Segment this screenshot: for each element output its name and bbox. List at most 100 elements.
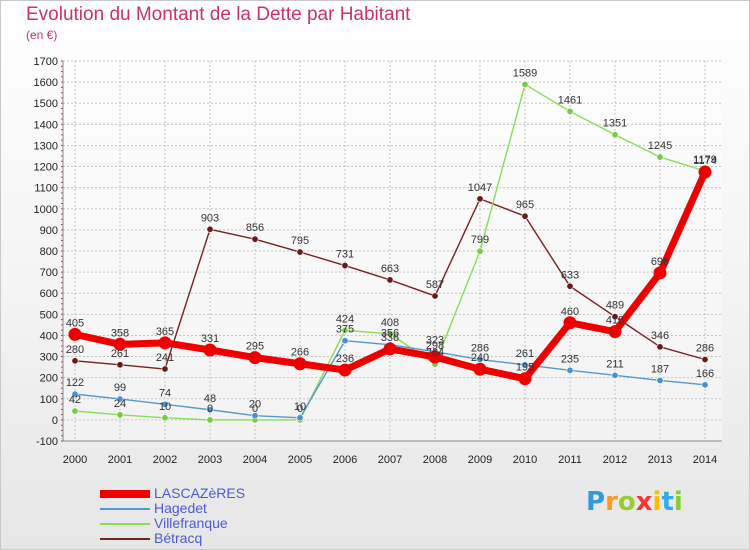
data-point-villefranque — [476, 247, 484, 255]
data-point-betracq — [521, 212, 529, 220]
data-point-betracq — [161, 365, 169, 373]
x-tick-label: 2009 — [468, 454, 492, 466]
data-point-hagedet — [296, 414, 304, 422]
data-point-villefranque — [161, 414, 169, 422]
data-point-villefranque — [206, 416, 214, 424]
data-label-betracq: 346 — [651, 330, 669, 342]
x-tick-label: 2003 — [198, 454, 222, 466]
data-label-hagedet: 286 — [471, 343, 489, 355]
data-label-betracq: 663 — [381, 263, 399, 275]
data-point-lascazeres — [338, 363, 352, 377]
data-label-villefranque: 264 — [426, 347, 444, 359]
legend-swatch — [100, 537, 150, 540]
x-tick-label: 2002 — [153, 454, 177, 466]
logo-letter: i — [652, 487, 662, 517]
y-tick-label: 1100 — [34, 183, 58, 195]
data-point-hagedet — [116, 395, 124, 403]
data-label-villefranque: 408 — [381, 317, 399, 329]
data-label-hagedet: 323 — [426, 335, 444, 347]
data-label-lascazeres: 1174 — [693, 155, 717, 167]
data-label-lascazeres: 236 — [336, 353, 354, 365]
data-point-lascazeres — [158, 336, 172, 350]
data-label-hagedet: 375 — [336, 324, 354, 336]
data-point-hagedet — [251, 412, 259, 420]
x-tick-label: 2007 — [378, 454, 402, 466]
data-point-lascazeres — [698, 165, 712, 179]
data-point-betracq — [296, 248, 304, 256]
data-label-villefranque: 10 — [159, 401, 171, 413]
data-point-lascazeres — [293, 357, 307, 371]
data-point-hagedet — [206, 406, 214, 414]
data-point-villefranque — [116, 411, 124, 419]
x-tick-label: 2012 — [603, 454, 627, 466]
data-point-hagedet — [161, 400, 169, 408]
data-point-betracq — [701, 356, 709, 364]
x-tick-label: 2008 — [423, 454, 447, 466]
x-tick-label: 2005 — [288, 454, 312, 466]
data-point-betracq — [476, 195, 484, 203]
y-tick-label: 1000 — [34, 204, 58, 216]
legend-swatch — [100, 522, 150, 525]
data-label-hagedet: 10 — [294, 401, 306, 413]
x-tick-label: 2011 — [558, 454, 582, 466]
legend-label: Bétracq — [154, 530, 203, 546]
data-point-lascazeres — [473, 362, 487, 376]
data-label-hagedet: 48 — [204, 393, 216, 405]
data-point-betracq — [431, 292, 439, 300]
data-label-hagedet: 122 — [66, 377, 84, 389]
data-point-lascazeres — [248, 351, 262, 365]
legend-item-betracq: Bétracq — [100, 531, 245, 546]
y-tick-label: 200 — [40, 373, 58, 385]
data-point-betracq — [386, 276, 394, 284]
data-label-betracq: 795 — [291, 235, 309, 247]
data-point-betracq — [206, 225, 214, 233]
data-label-villefranque: 0 — [252, 403, 258, 415]
x-tick-label: 2006 — [333, 454, 357, 466]
y-tick-label: 1700 — [34, 56, 58, 68]
data-label-betracq: 903 — [201, 212, 219, 224]
data-label-betracq: 587 — [426, 279, 444, 291]
data-label-hagedet: 211 — [606, 358, 624, 370]
y-tick-label: -100 — [36, 436, 58, 448]
data-point-lascazeres — [518, 372, 532, 386]
data-label-villefranque: 24 — [114, 398, 126, 410]
data-point-betracq — [611, 313, 619, 321]
data-point-villefranque — [611, 131, 619, 139]
data-label-betracq: 261 — [111, 348, 129, 360]
y-tick-label: 300 — [40, 352, 58, 364]
logo-letter: t — [661, 487, 674, 517]
x-tick-label: 2013 — [648, 454, 672, 466]
data-point-lascazeres — [383, 342, 397, 356]
chart-subtitle: (en €) — [26, 28, 58, 42]
data-label-hagedet: 261 — [516, 348, 534, 360]
data-label-lascazeres: 460 — [561, 306, 579, 318]
data-label-lascazeres: 195 — [516, 362, 534, 374]
data-label-betracq: 280 — [66, 344, 84, 356]
data-label-hagedet: 99 — [114, 382, 126, 394]
data-label-betracq: 633 — [561, 269, 579, 281]
data-point-villefranque — [521, 80, 529, 88]
y-tick-label: 600 — [40, 288, 58, 300]
logo-letter: i — [673, 487, 683, 517]
data-point-betracq — [116, 361, 124, 369]
data-point-lascazeres — [203, 343, 217, 357]
data-label-villefranque: 1179 — [693, 154, 717, 166]
data-point-villefranque — [341, 326, 349, 334]
data-label-betracq: 241 — [156, 352, 174, 364]
data-point-villefranque — [71, 407, 79, 415]
logo-letter: P — [586, 487, 606, 517]
y-tick-label: 1500 — [34, 98, 58, 110]
data-point-betracq — [341, 262, 349, 270]
data-label-villefranque: 0 — [207, 403, 213, 415]
x-tick-label: 2004 — [243, 454, 267, 466]
y-tick-label: 800 — [40, 246, 58, 258]
logo-letter: r — [605, 487, 618, 517]
data-label-lascazeres: 331 — [201, 333, 219, 345]
data-point-betracq — [251, 235, 259, 243]
y-tick-label: 1300 — [34, 140, 58, 152]
data-label-betracq: 965 — [516, 199, 534, 211]
data-label-villefranque: 799 — [471, 234, 489, 246]
data-point-hagedet — [611, 371, 619, 379]
legend-label: Villefranque — [154, 515, 228, 531]
